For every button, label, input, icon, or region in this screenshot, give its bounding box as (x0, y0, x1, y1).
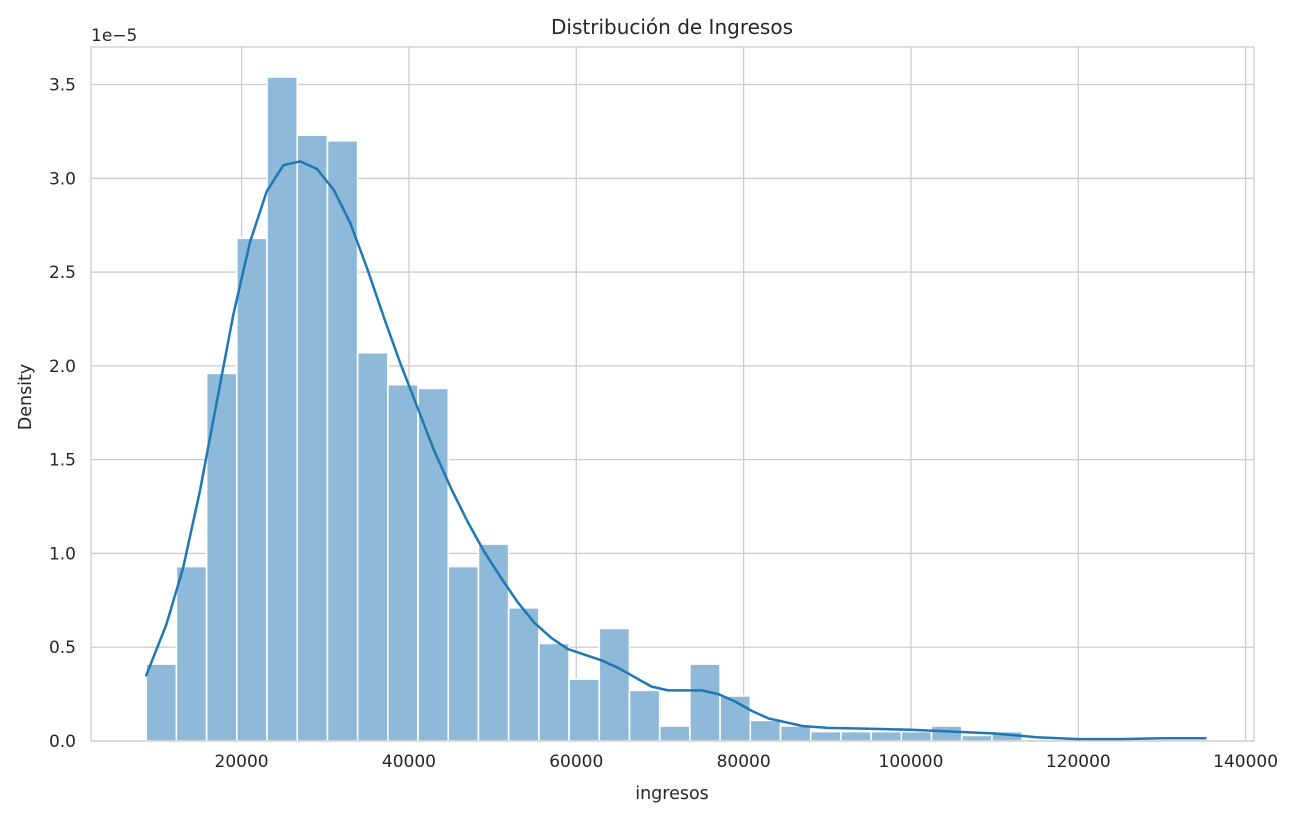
kde-curve (144, 160, 1207, 741)
y-axis-label: Density (16, 364, 36, 431)
histogram-bar (447, 565, 480, 742)
histogram-bar (356, 351, 389, 742)
x-tick-label: 80000 (717, 752, 771, 772)
histogram-bar (840, 730, 872, 742)
histogram-bar (960, 734, 993, 742)
histogram-bar (749, 719, 782, 742)
histogram-bar (387, 383, 419, 742)
histogram-bar (236, 237, 268, 742)
histogram-bars (145, 76, 1023, 742)
x-tick-labels: 20000 40000 60000 80000 100000 120000 140000 (215, 752, 1279, 772)
histogram-bar (417, 387, 450, 742)
x-tick-label: 140000 (1213, 752, 1278, 772)
histogram-bar (538, 642, 570, 742)
histogram-bar (628, 689, 661, 742)
histogram-bar (145, 663, 178, 742)
histogram-bar (658, 725, 691, 742)
chart-title: Distribución de Ingresos (551, 15, 793, 39)
histogram-bar (689, 663, 721, 742)
histogram-bar (296, 134, 329, 742)
x-tick-label: 40000 (382, 752, 436, 772)
y-tick-label: 2.5 (49, 263, 76, 283)
histogram-bar (175, 565, 208, 742)
x-axis-label: ingresos (635, 784, 709, 804)
histogram-bar (809, 730, 842, 742)
histogram-bar (507, 607, 540, 742)
histogram-bar (477, 543, 510, 742)
histogram-bar (930, 725, 963, 742)
y-tick-label: 3.5 (49, 76, 76, 96)
x-tick-label: 120000 (1046, 752, 1111, 772)
y-tick-label: 0.5 (49, 638, 76, 658)
histogram-bar (870, 730, 903, 742)
y-offset-label: 1e−5 (91, 26, 137, 46)
histogram-bar (266, 76, 299, 742)
y-tick-label: 3.0 (49, 169, 76, 189)
histogram-bar (779, 725, 812, 742)
y-tick-label: 1.5 (49, 451, 76, 471)
histogram-bar (598, 627, 631, 742)
x-tick-label: 100000 (879, 752, 944, 772)
y-tick-label: 1.0 (49, 544, 76, 564)
plot-frame (90, 46, 1255, 742)
y-tick-label: 2.0 (49, 357, 76, 377)
y-tick-labels: 0.0 0.5 1.0 1.5 2.0 2.5 3.0 3.5 (49, 76, 76, 752)
y-tick-label: 0.0 (49, 732, 76, 752)
histogram-bar (900, 730, 933, 742)
histogram-bar (568, 678, 601, 742)
x-tick-label: 60000 (549, 752, 603, 772)
x-tick-label: 20000 (215, 752, 269, 772)
